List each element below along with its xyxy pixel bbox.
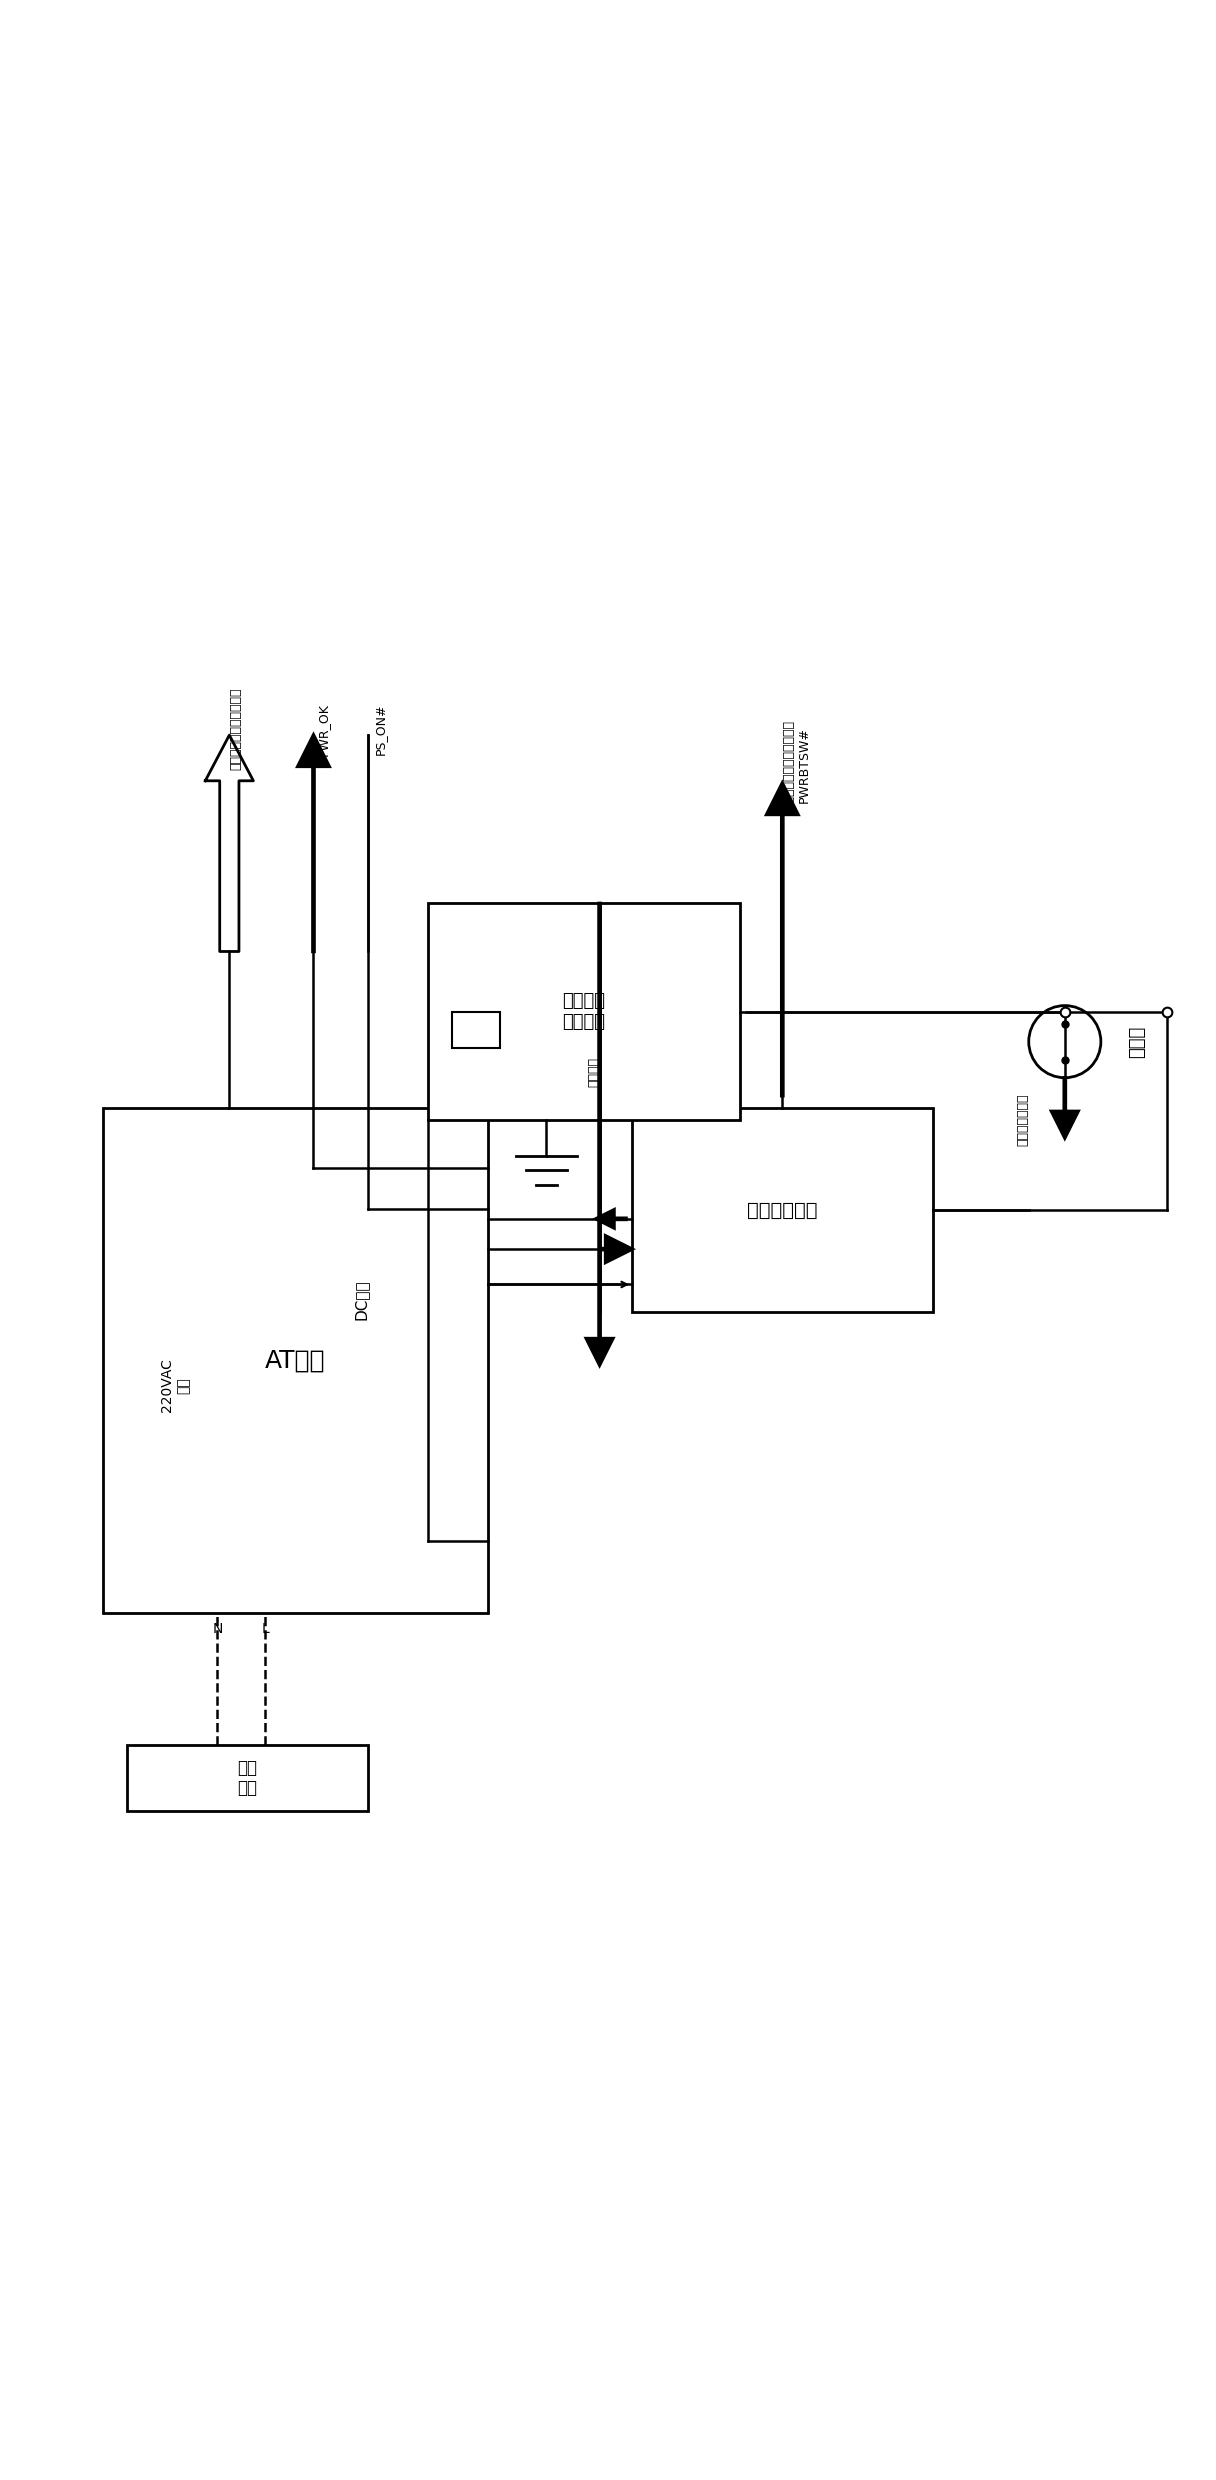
Text: L: L	[261, 1622, 269, 1637]
Text: 220VAC
输入: 220VAC 输入	[161, 1359, 191, 1414]
FancyArrow shape	[596, 1210, 626, 1228]
Text: PWRBTSW#: PWRBTSW#	[798, 727, 811, 804]
Text: 双刀单置
复位开关: 双刀单置 复位开关	[563, 992, 606, 1032]
Text: N: N	[212, 1622, 223, 1637]
Text: 继电器控制信号: 继电器控制信号	[1017, 1094, 1029, 1146]
FancyArrow shape	[586, 903, 613, 1364]
Bar	[451, 1012, 500, 1047]
Text: 逻辑控制电路: 逻辑控制电路	[747, 1200, 817, 1220]
Bar	[103, 1109, 488, 1612]
Bar	[128, 1746, 367, 1810]
Text: 电源
插座: 电源 插座	[237, 1758, 258, 1798]
Text: 至计算机主板主电源接口: 至计算机主板主电源接口	[230, 687, 242, 771]
Text: 开关信号: 开关信号	[587, 1056, 599, 1086]
Bar	[632, 1109, 933, 1312]
FancyArrow shape	[298, 734, 330, 952]
FancyArrow shape	[766, 784, 798, 1096]
FancyArrow shape	[602, 1235, 632, 1262]
Text: DC输出: DC输出	[354, 1280, 370, 1319]
FancyArrow shape	[1052, 1079, 1079, 1138]
Text: AT电源: AT电源	[265, 1349, 326, 1371]
Text: PS_ON#: PS_ON#	[373, 704, 387, 754]
Text: 继电器: 继电器	[1128, 1027, 1145, 1059]
Text: 至计算机主板电源开关接口: 至计算机主板电源开关接口	[782, 719, 795, 811]
Text: PWR_OK: PWR_OK	[317, 702, 330, 756]
Bar	[428, 903, 741, 1121]
